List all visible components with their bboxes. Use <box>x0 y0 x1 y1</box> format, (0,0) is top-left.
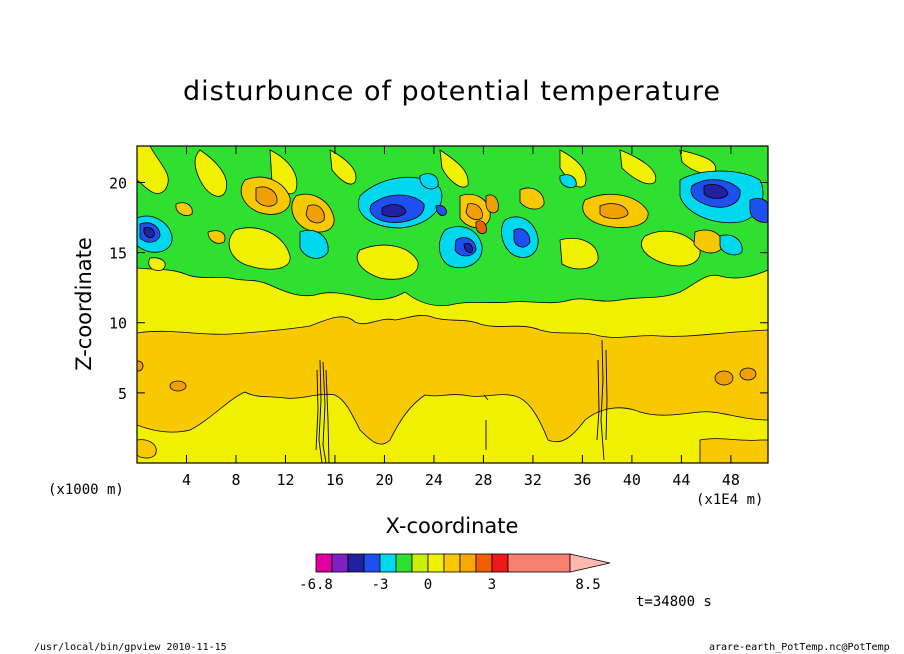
colorbar-swatch <box>363 553 381 573</box>
x-tick-label: 12 <box>276 471 294 489</box>
colorbar-label: -3 <box>372 577 389 593</box>
time-label: t=34800 s <box>636 594 712 610</box>
y-tick-label: 5 <box>118 385 127 403</box>
footer-source: arare-earth_PotTemp.nc@PotTemp <box>709 642 890 653</box>
x-tick-label: 28 <box>474 471 492 489</box>
plot-frame <box>136 145 769 464</box>
colorbar: -6.8 -3 0 3 8.5 <box>299 553 611 593</box>
colorbar-label: 0 <box>424 577 432 593</box>
lower-warm-layer <box>137 315 768 445</box>
colorbar-swatch <box>331 553 349 573</box>
colorbar-label: 8.5 <box>575 577 600 593</box>
x-tick-label: 24 <box>425 471 443 489</box>
colorbar-swatch <box>411 553 429 573</box>
y-tick-label: 15 <box>109 245 127 263</box>
colorbar-swatch <box>427 553 445 573</box>
x-axis-ticks: 4 8 12 16 20 24 28 32 36 40 44 48 <box>182 146 740 489</box>
x-tick-label: 8 <box>231 471 240 489</box>
chart-title: disturbunce of potential temperature <box>183 76 721 107</box>
colorbar-swatch <box>315 553 333 573</box>
colorbar-label: -6.8 <box>299 577 333 593</box>
y-axis-label: Z-coordinate <box>72 237 96 371</box>
colorbar-swatch <box>475 553 493 573</box>
colorbar-extension-arrow <box>569 553 611 573</box>
contour-field <box>137 146 768 463</box>
x-tick-label: 40 <box>623 471 641 489</box>
colorbar-swatch <box>443 553 461 573</box>
x-tick-label: 4 <box>182 471 191 489</box>
colorbar-swatch <box>347 553 365 573</box>
footer-command: /usr/local/bin/gpview 2010-11-15 <box>34 642 227 653</box>
y-axis-ticks: 5 10 15 20 <box>109 174 768 403</box>
x-tick-label: 32 <box>524 471 542 489</box>
colorbar-label: 3 <box>488 577 496 593</box>
x-tick-label: 20 <box>375 471 393 489</box>
x-tick-label: 44 <box>672 471 690 489</box>
x-scale-label: (x1E4 m) <box>696 492 764 508</box>
colorbar-swatch <box>491 553 509 573</box>
x-axis-label: X-coordinate <box>385 514 519 538</box>
x-tick-label: 16 <box>326 471 344 489</box>
x-unit-label: (x1000 m) <box>48 482 124 498</box>
colorbar-swatch <box>459 553 477 573</box>
colorbar-swatch <box>507 553 571 573</box>
y-tick-label: 20 <box>109 174 127 192</box>
y-tick-label: 10 <box>109 315 127 333</box>
colorbar-swatch <box>379 553 397 573</box>
x-tick-label: 48 <box>722 471 740 489</box>
colorbar-swatch <box>395 553 413 573</box>
x-tick-label: 36 <box>573 471 591 489</box>
